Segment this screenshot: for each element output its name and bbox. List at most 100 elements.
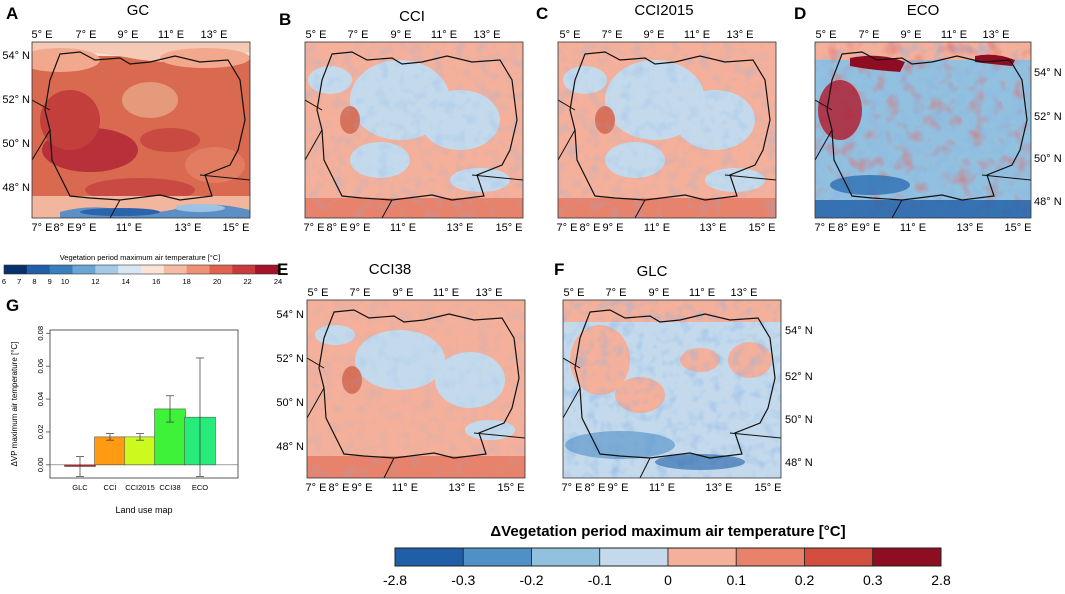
side-tick: 54° N <box>785 325 813 337</box>
top-tick: 11° E <box>433 287 459 299</box>
side-axis-ticks: 54° N 52° N 50° N 48° N <box>1034 67 1062 208</box>
bottom-tick: 9° E <box>352 482 373 494</box>
panel-letter: F <box>554 260 564 279</box>
gc-colorbar-swatch <box>186 265 210 274</box>
gc-colorbar-tick: 18 <box>182 277 190 286</box>
gc-colorbar-tick: 22 <box>243 277 251 286</box>
y-tick-label: 0.08 <box>36 326 45 341</box>
top-tick: 5° E <box>32 29 53 41</box>
top-tick: 9° E <box>393 287 414 299</box>
bottom-axis-ticks: 7° E 8° E 9° E 11° E 13° E 15° E <box>815 222 1032 234</box>
map-cci2015 <box>558 42 776 218</box>
top-tick: 13° E <box>982 29 1009 41</box>
bottom-tick: 15° E <box>748 222 775 234</box>
bottom-axis-ticks: 7° E 8° E 9° E 11° E 13° E 15° E <box>304 222 523 234</box>
top-tick: 7° E <box>76 29 97 41</box>
x-tick-label: GLC <box>72 483 88 492</box>
side-tick: 50° N <box>2 138 30 150</box>
delta-colorbar-swatch <box>804 547 874 567</box>
bottom-tick: 7° E <box>815 222 836 234</box>
gc-colorbar-swatch <box>95 265 119 274</box>
bottom-tick: 9° E <box>76 222 97 234</box>
bottom-tick: 7° E <box>306 482 327 494</box>
panel-letter: B <box>279 10 291 29</box>
panel-title: CCI38 <box>369 261 412 278</box>
top-tick: 9° E <box>118 29 139 41</box>
panel-title: CCI2015 <box>634 2 693 19</box>
top-tick: 5° E <box>560 29 581 41</box>
top-tick: 5° E <box>816 29 837 41</box>
top-tick: 11° E <box>158 29 184 41</box>
gc-colorbar-ticks: 6 7 8 9 10 12 14 16 18 20 22 24 <box>2 277 282 286</box>
delta-colorbar-swatch <box>872 547 942 567</box>
top-tick: 9° E <box>901 29 922 41</box>
y-axis-ticks: 0.00 0.02 0.04 0.06 0.08 <box>36 326 50 472</box>
bottom-tick: 9° E <box>860 222 881 234</box>
gc-colorbar-swatch <box>49 265 73 274</box>
gc-colorbar-tick: 16 <box>152 277 160 286</box>
bottom-axis-ticks: 7° E 8° E 9° E 11° E 13° E 15° E <box>557 222 776 234</box>
bottom-tick: 11° E <box>116 222 142 234</box>
side-tick: 54° N <box>1034 67 1062 79</box>
y-axis-label: ΔVP maximum air temperature [°C] <box>10 342 19 467</box>
bottom-tick: 8° E <box>838 222 859 234</box>
delta-colorbar-frame <box>394 547 942 567</box>
map-eco <box>815 42 1031 218</box>
delta-colorbar-tick: -0.3 <box>451 572 475 588</box>
map-glc <box>563 300 781 478</box>
bottom-tick: 11° E <box>900 222 926 234</box>
gc-colorbar-tick: 14 <box>122 277 130 286</box>
gc-colorbar-frame <box>3 264 279 275</box>
gc-colorbar-tick: 7 <box>17 277 21 286</box>
gc-colorbar-swatch <box>209 265 233 274</box>
bottom-tick: 15° E <box>222 222 249 234</box>
side-tick: 54° N <box>276 309 304 321</box>
y-tick-label: 0.04 <box>36 392 45 407</box>
delta-colorbar-title: ΔVegetation period maximum air temperatu… <box>490 523 845 540</box>
gc-colorbar-tick: 8 <box>32 277 36 286</box>
top-axis-ticks: 5° E 7° E 9° E 11° E 13° E <box>32 29 228 41</box>
panel-letter: G <box>6 296 19 315</box>
top-tick: 9° E <box>649 287 670 299</box>
x-tick-label: CCI38 <box>159 483 180 492</box>
bottom-tick: 15° E <box>495 222 522 234</box>
bottom-tick: 8° E <box>54 222 75 234</box>
side-tick: 48° N <box>1034 196 1062 208</box>
top-tick: 13° E <box>475 287 502 299</box>
bottom-tick: 13° E <box>705 482 732 494</box>
panel-d: D ECO 5° E 7° E 9° E 11° E 13° E 54° N 5… <box>794 2 1062 234</box>
top-tick: 11° E <box>684 29 710 41</box>
bottom-tick: 7° E <box>562 482 583 494</box>
error-bars <box>76 357 204 477</box>
bottom-tick: 15° E <box>1004 222 1031 234</box>
bottom-axis-ticks: 7° E 8° E 9° E 11° E 13° E 15° E <box>32 222 250 234</box>
map-cci <box>305 42 523 218</box>
gc-colorbar-tick: 6 <box>2 277 6 286</box>
side-tick: 54° N <box>2 50 30 62</box>
gc-colorbar: Vegetation period maximum air temperatur… <box>2 253 282 286</box>
top-tick: 5° E <box>308 287 329 299</box>
y-tick-label: 0.02 <box>36 425 45 440</box>
top-tick: 7° E <box>606 287 627 299</box>
map-frame <box>306 299 526 479</box>
y-tick-label: 0.00 <box>36 458 45 473</box>
bottom-tick: 7° E <box>32 222 53 234</box>
panel-title: GC <box>127 2 150 19</box>
top-axis-ticks: 5° E 7° E 9° E 11° E 13° E <box>306 29 501 41</box>
bottom-tick: 9° E <box>350 222 371 234</box>
gc-colorbar-swatch <box>118 265 142 274</box>
gc-colorbar-swatch <box>4 265 28 274</box>
bottom-tick: 8° E <box>327 222 348 234</box>
panel-title: CCI <box>399 8 425 25</box>
side-tick: 52° N <box>1034 111 1062 123</box>
bottom-tick: 11° E <box>392 482 418 494</box>
top-tick: 13° E <box>730 287 757 299</box>
side-axis-ticks: 54° N 52° N 50° N 48° N <box>276 309 304 453</box>
top-tick: 13° E <box>200 29 227 41</box>
bottom-tick: 13° E <box>956 222 983 234</box>
panel-letter: A <box>6 4 18 23</box>
plot-frame <box>49 329 239 479</box>
bottom-tick: 13° E <box>699 222 726 234</box>
panel-c: C CCI2015 5° E 7° E 9° E 11° E 13° E 7° … <box>536 2 777 234</box>
